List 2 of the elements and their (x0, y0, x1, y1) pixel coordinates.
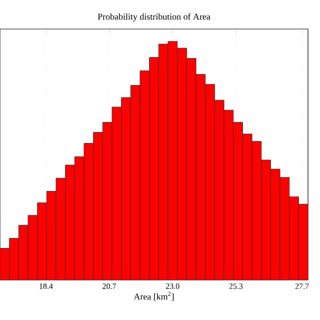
x-axis-title: Area [km$^{2}$] (134, 292, 174, 301)
chart-title: Probability distribution of Area (98, 13, 210, 22)
